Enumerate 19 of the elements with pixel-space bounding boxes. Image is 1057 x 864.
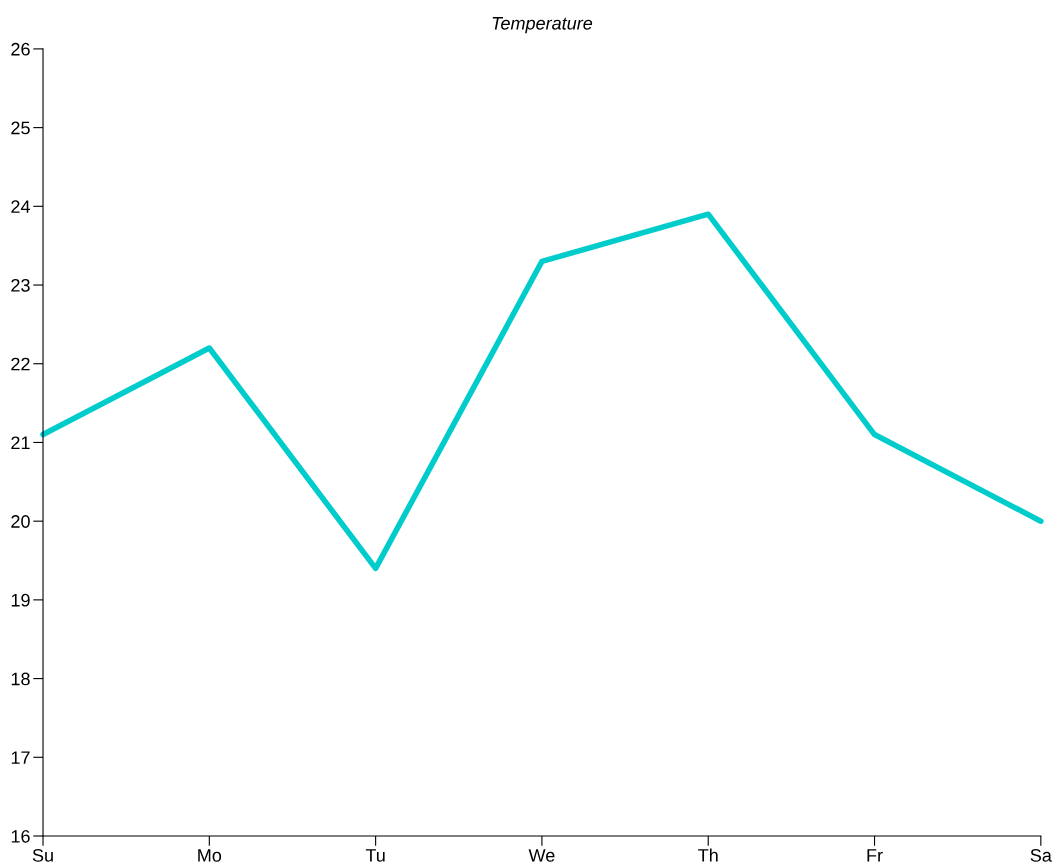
x-tick-label: Mo bbox=[198, 849, 222, 862]
y-tick-label: 20 bbox=[11, 515, 30, 528]
y-tick-label: 19 bbox=[11, 593, 30, 607]
x-tick-label: Sa bbox=[1030, 848, 1052, 862]
y-tick-label: 18 bbox=[11, 672, 30, 686]
y-tick-label: 25 bbox=[11, 121, 30, 135]
x-tick-label: Th bbox=[698, 848, 718, 862]
x-tick-label: Tu bbox=[365, 849, 385, 862]
x-tick-label: Su bbox=[32, 848, 53, 862]
chart-title: Temperature bbox=[492, 17, 593, 34]
y-tick-label: 21 bbox=[11, 436, 30, 449]
y-tick-label: 23 bbox=[11, 278, 30, 292]
y-tick-label: 16 bbox=[11, 829, 30, 843]
y-tick-label: 17 bbox=[11, 751, 30, 764]
y-tick-label: 22 bbox=[11, 357, 30, 371]
x-tick-label: Fr bbox=[867, 849, 883, 862]
x-tick-label: We bbox=[528, 849, 555, 862]
y-tick-label: 24 bbox=[11, 200, 30, 213]
y-tick-label: 26 bbox=[11, 42, 30, 56]
